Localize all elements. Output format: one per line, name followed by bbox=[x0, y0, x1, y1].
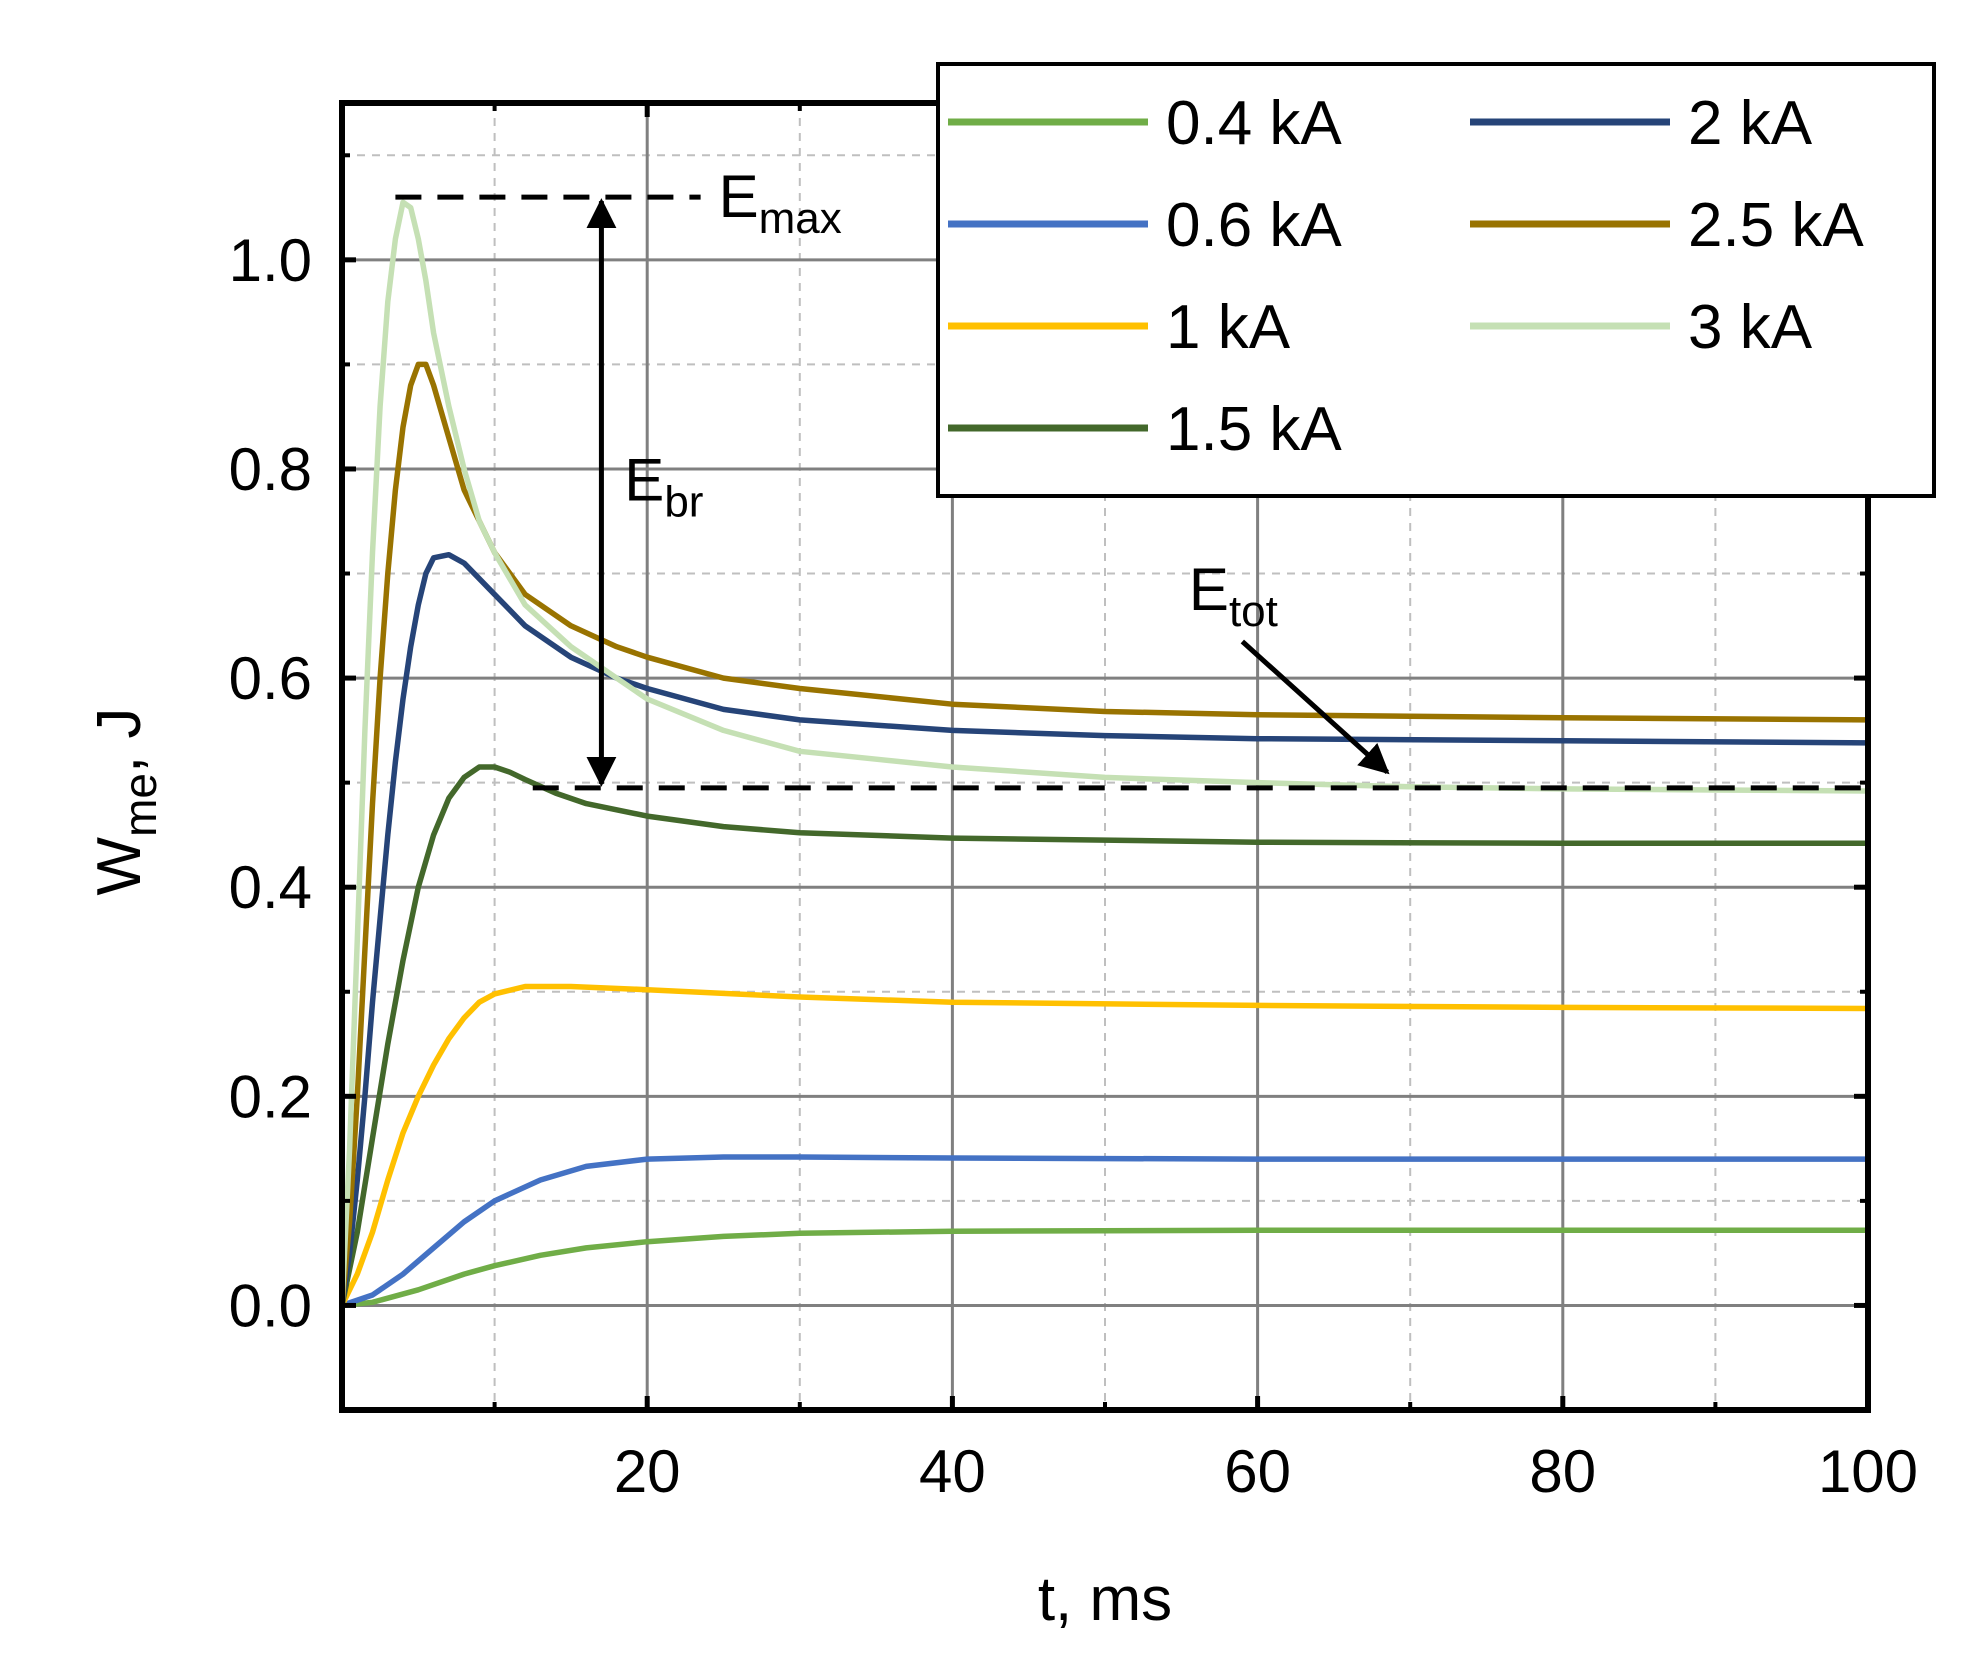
etot-label: Etot bbox=[1189, 556, 1278, 636]
y-tick-label-0: 0.0 bbox=[229, 1272, 312, 1339]
y-tick-label-5: 1.0 bbox=[229, 227, 312, 294]
series-line-1-5-ka bbox=[339, 764, 1871, 1309]
ebr-label: Ebr bbox=[624, 446, 703, 526]
legend-label-0-6-ka: 0.6 kA bbox=[1166, 191, 1342, 260]
y-axis-label: Wme, J bbox=[85, 708, 166, 896]
y-tick-label-2: 0.4 bbox=[229, 854, 312, 921]
series-line-2-5-ka bbox=[339, 361, 1871, 1309]
emax-label: Emax bbox=[719, 163, 842, 243]
y-tick-label-1: 0.2 bbox=[229, 1063, 312, 1130]
series-line-0-6-ka bbox=[339, 1154, 1871, 1309]
series-line-2-ka bbox=[339, 551, 1871, 1309]
etot-arrow bbox=[1240, 639, 1390, 775]
legend-label-1-5-ka: 1.5 kA bbox=[1166, 395, 1342, 464]
legend-label-0-4-ka: 0.4 kA bbox=[1166, 89, 1342, 158]
y-tick-label-3: 0.6 bbox=[229, 645, 312, 712]
legend-label-2-ka: 2 kA bbox=[1688, 89, 1813, 158]
legend-box bbox=[936, 62, 1936, 498]
x-axis-label: t, ms bbox=[1038, 1565, 1172, 1634]
legend-label-2-5-ka: 2.5 kA bbox=[1688, 191, 1864, 260]
y-tick-label-4: 0.8 bbox=[229, 436, 312, 503]
series-line-1-ka bbox=[339, 983, 1871, 1309]
x-tick-label-0: 20 bbox=[614, 1438, 681, 1505]
x-tick-label-2: 60 bbox=[1224, 1438, 1291, 1505]
legend: 0.4 kA 0.6 kA 1 kA 1.5 kA 2 kA 2.5 kA 3 kA bbox=[936, 62, 1936, 498]
legend-label-3-ka: 3 kA bbox=[1688, 293, 1813, 362]
x-tick-label-1: 40 bbox=[919, 1438, 986, 1505]
series-line-0-4-ka bbox=[339, 1227, 1871, 1309]
series-line-3-ka bbox=[339, 199, 1871, 1309]
x-tick-label-3: 80 bbox=[1529, 1438, 1596, 1505]
annotations: Emax Etot Ebr bbox=[395, 163, 1868, 791]
x-tick-label-4: 100 bbox=[1818, 1438, 1918, 1505]
legend-label-1-ka: 1 kA bbox=[1166, 293, 1291, 362]
series-layer bbox=[339, 199, 1871, 1309]
